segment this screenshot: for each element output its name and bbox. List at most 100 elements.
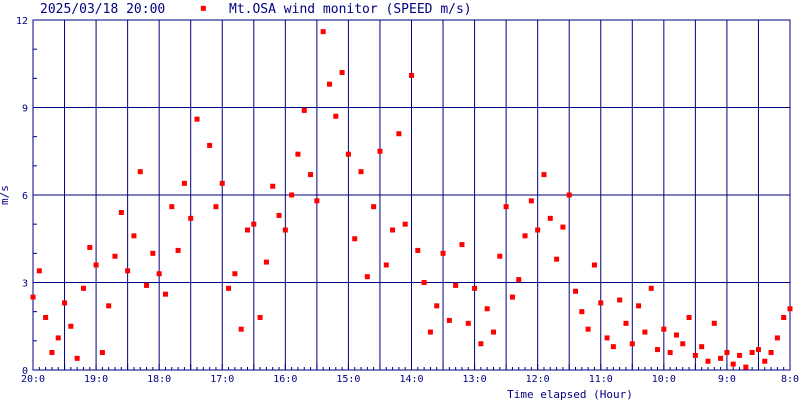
y-tick-label: 3 xyxy=(22,279,28,290)
data-point xyxy=(749,350,755,355)
data-point xyxy=(371,204,377,210)
data-point xyxy=(724,350,730,355)
data-point xyxy=(396,131,402,137)
data-point xyxy=(62,300,68,306)
data-point xyxy=(585,326,591,332)
data-point xyxy=(440,250,446,256)
data-point xyxy=(175,247,181,253)
data-point xyxy=(213,204,219,210)
data-point xyxy=(705,358,711,364)
data-point xyxy=(610,344,616,350)
data-point xyxy=(251,221,257,227)
x-tick-label: 20:0 xyxy=(21,374,45,385)
data-point xyxy=(377,148,383,154)
data-point xyxy=(390,227,396,233)
data-point xyxy=(472,285,478,291)
data-point xyxy=(667,350,673,355)
data-point xyxy=(49,350,55,355)
data-point xyxy=(270,183,276,189)
data-point xyxy=(711,320,717,326)
y-axis-label: m/s xyxy=(0,185,11,205)
data-point xyxy=(465,320,471,326)
data-point xyxy=(308,172,314,178)
data-point xyxy=(768,350,774,355)
data-point xyxy=(207,142,213,148)
data-point xyxy=(219,180,225,186)
x-tick-label: 15:0 xyxy=(336,374,360,385)
data-point xyxy=(680,341,686,347)
x-tick-label: 18:0 xyxy=(147,374,171,385)
data-point xyxy=(604,335,610,341)
data-point xyxy=(673,332,679,338)
data-point xyxy=(74,355,80,361)
chart-title: Mt.OSA wind monitor (SPEED m/s) xyxy=(229,2,472,17)
data-point xyxy=(528,198,534,204)
x-tick-label: 10:0 xyxy=(652,374,676,385)
data-point xyxy=(150,250,156,256)
data-point xyxy=(453,282,459,288)
data-point xyxy=(692,352,698,358)
y-tick-label: 6 xyxy=(22,191,28,202)
data-point xyxy=(106,303,112,309)
y-tick-label: 0 xyxy=(22,366,28,377)
data-point xyxy=(699,344,705,350)
data-point xyxy=(55,335,61,341)
data-point xyxy=(364,274,370,280)
data-point xyxy=(718,355,724,361)
data-point xyxy=(636,303,642,309)
data-point xyxy=(80,285,86,291)
data-point xyxy=(314,198,320,204)
data-point xyxy=(144,282,150,288)
data-point xyxy=(547,215,553,221)
data-point xyxy=(484,306,490,312)
data-point xyxy=(181,180,187,186)
data-point xyxy=(226,285,232,291)
data-point xyxy=(257,315,263,320)
data-point xyxy=(244,227,250,233)
data-point xyxy=(333,113,339,119)
data-point xyxy=(591,262,597,268)
data-point xyxy=(743,364,749,370)
data-point xyxy=(263,259,269,265)
data-point xyxy=(402,221,408,227)
data-point xyxy=(36,268,42,274)
x-axis-label: Time elapsed (Hour) xyxy=(507,388,633,400)
data-point xyxy=(655,347,661,353)
data-point xyxy=(188,215,194,221)
data-point xyxy=(30,294,36,300)
data-point xyxy=(535,227,541,233)
data-point xyxy=(737,352,743,358)
y-tick-label: 9 xyxy=(22,104,28,115)
grid xyxy=(32,19,791,371)
data-point xyxy=(301,107,307,113)
data-point xyxy=(762,358,768,364)
data-point xyxy=(125,268,131,274)
data-point xyxy=(137,169,143,175)
data-point xyxy=(43,315,49,320)
data-point xyxy=(648,285,654,291)
data-point xyxy=(68,323,74,329)
data-point xyxy=(522,233,528,239)
data-point xyxy=(755,347,761,353)
data-point xyxy=(459,242,465,248)
data-point xyxy=(509,294,515,300)
data-point xyxy=(320,29,326,35)
data-point xyxy=(497,253,503,259)
data-point xyxy=(541,172,547,178)
x-tick-label: 14:0 xyxy=(399,374,423,385)
data-point xyxy=(93,262,99,268)
x-tick-label: 8:0 xyxy=(781,374,799,385)
x-tick-label: 11:0 xyxy=(589,374,613,385)
data-point xyxy=(358,169,364,175)
data-point xyxy=(623,320,629,326)
data-point xyxy=(352,236,358,242)
data-point xyxy=(409,72,414,78)
x-tick-label: 9:0 xyxy=(718,374,736,385)
data-point xyxy=(503,204,509,210)
data-point xyxy=(617,297,623,303)
data-point xyxy=(156,271,162,277)
data-point xyxy=(774,335,780,341)
data-point xyxy=(598,300,604,306)
data-point xyxy=(427,329,433,335)
